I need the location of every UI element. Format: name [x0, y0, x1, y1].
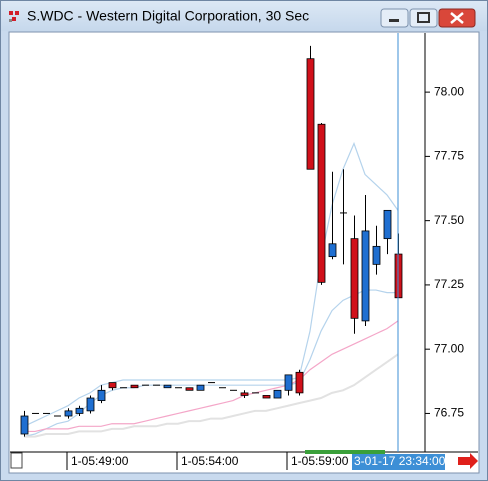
- y-tick-label: 77.50: [434, 213, 464, 227]
- candle-body: [317, 123, 326, 283]
- y-tick-label: 76.75: [434, 406, 464, 420]
- y-tick-label: 77.25: [434, 277, 464, 291]
- candle-body: [163, 384, 172, 389]
- indicator-line: [24, 320, 399, 433]
- plot-area: [20, 33, 403, 452]
- axes: 76.75 77.00 77.25 77.50 77.75 78.00 1-05:49:00…: [66, 84, 464, 470]
- window-title: S.WDC - Western Digital Corporation, 30 …: [27, 8, 309, 24]
- candle-body: [196, 384, 205, 391]
- candle-body: [262, 395, 271, 399]
- y-tick-label: 77.75: [434, 149, 464, 163]
- indicator-line: [23, 141, 399, 427]
- candle-body: [328, 243, 337, 258]
- cursor-label: 3-01-17 23:34:00: [354, 454, 446, 468]
- maximize-button[interactable]: [409, 8, 438, 28]
- candle-body: [86, 397, 95, 412]
- x-tick-label: 1-05:49:00: [71, 454, 129, 468]
- candle-body: [97, 389, 106, 401]
- candle-body: [185, 387, 194, 391]
- cursor-label-bg: [352, 454, 445, 470]
- candle-body: [306, 58, 315, 170]
- session-bar: [305, 450, 385, 454]
- candle-body: [240, 392, 249, 396]
- x-tick-label: 1-05:59:00: [291, 454, 349, 468]
- candle-body: [284, 374, 293, 391]
- indicator-line: [24, 353, 399, 438]
- candle-body: [372, 245, 381, 265]
- close-button[interactable]: [438, 8, 476, 28]
- candle-body: [64, 410, 73, 417]
- candle-body: [295, 371, 304, 394]
- candle-body: [130, 384, 139, 389]
- candle-body: [20, 415, 29, 435]
- candle-body: [383, 209, 392, 240]
- x-tick-label: 1-05:54:00: [181, 454, 239, 468]
- candle-body: [75, 407, 84, 414]
- candle-body: [108, 382, 117, 389]
- candle-body: [273, 389, 282, 399]
- y-tick-label: 77.00: [434, 341, 464, 355]
- scroll-box[interactable]: [10, 452, 23, 469]
- minimize-button[interactable]: [380, 8, 409, 28]
- candle-body: [350, 238, 359, 319]
- scroll-right-arrow[interactable]: [458, 453, 478, 469]
- indicator-line: [23, 289, 398, 438]
- candle-body: [361, 230, 370, 322]
- app-icon: [9, 11, 19, 22]
- y-tick-label: 78.00: [434, 84, 464, 98]
